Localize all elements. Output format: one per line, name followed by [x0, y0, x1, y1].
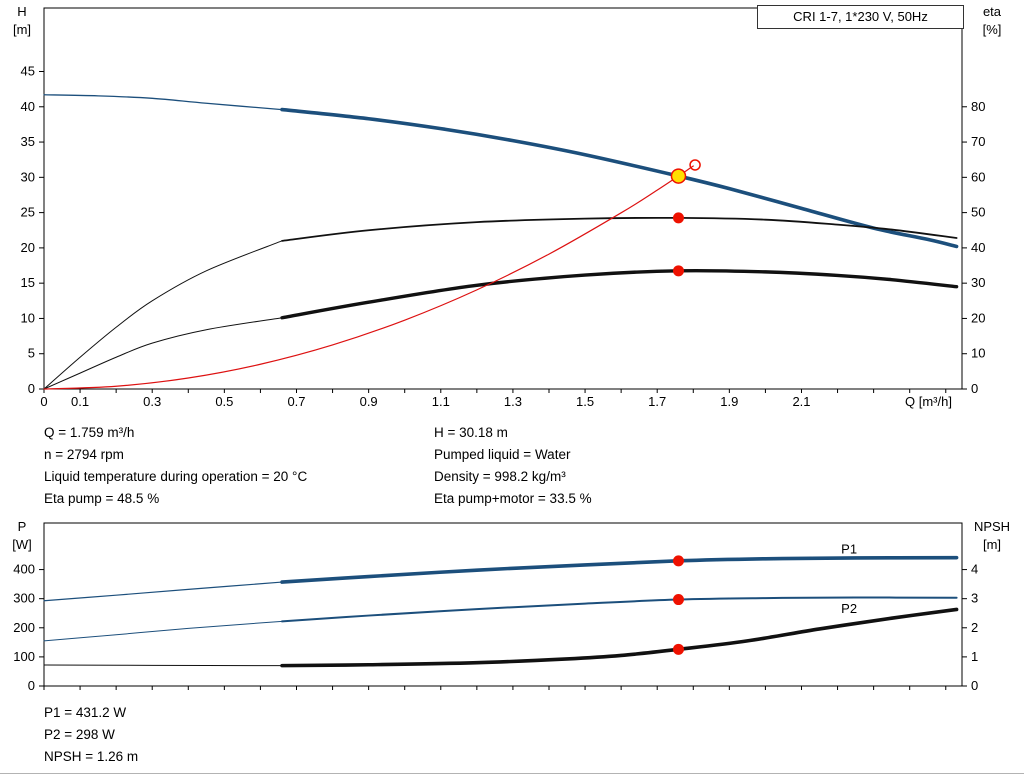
- power-info-line-npsh: NPSH = 1.26 m: [44, 749, 139, 764]
- duty-info-line-liquid: Pumped liquid = Water: [434, 447, 571, 462]
- power-npsh-chart-left-axis-title: [W]: [12, 537, 32, 552]
- power-info-column: P1 = 431.2 W P2 = 298 W NPSH = 1.26 m: [44, 702, 138, 768]
- qh-eta-chart-left-tick-label: 40: [21, 99, 35, 114]
- power-npsh-chart-right-tick-label: 4: [971, 562, 978, 577]
- qh-eta-chart-x-tick-label: 1.5: [576, 394, 594, 409]
- qh-eta-chart-left-tick-label: 20: [21, 240, 35, 255]
- qh-eta-chart-right-tick-label: 0: [971, 381, 978, 396]
- qh-eta-chart-right-tick-label: 80: [971, 99, 985, 114]
- qh-eta-chart-x-axis-title: Q [m³/h]: [905, 394, 952, 409]
- npsh-curve-thin: [43, 664, 283, 667]
- eta-pump-curve-thin: [43, 240, 283, 390]
- power-info-line-p1: P1 = 431.2 W: [44, 705, 127, 720]
- eta-pump-point: [672, 212, 684, 224]
- power-npsh-chart-right-tick-label: 1: [971, 649, 978, 664]
- p1-curve: [280, 555, 959, 584]
- qh-eta-chart-left-tick-label: 30: [21, 169, 35, 184]
- duty-info-line-q: Q = 1.759 m³/h: [44, 425, 135, 440]
- p1-label: P1: [841, 542, 857, 557]
- power-info-line-p2: P2 = 298 W: [44, 727, 115, 742]
- duty-info-line-density: Density = 998.2 kg/m³: [434, 469, 566, 484]
- power-npsh-chart-left-tick-label: 300: [13, 591, 35, 606]
- qh-eta-chart-x-tick-label: 0.5: [215, 394, 233, 409]
- qh-eta-chart-right-axis-title: eta: [983, 4, 1002, 19]
- power-npsh-chart-frame: [43, 522, 963, 687]
- eta-pump-motor-curve-thin: [43, 317, 283, 390]
- bottom-divider-line: [0, 773, 1024, 774]
- duty-info-left-column: Q = 1.759 m³/h n = 2794 rpm Liquid tempe…: [44, 422, 307, 510]
- eta-pump-motor-point: [672, 265, 684, 277]
- qh-eta-chart-x-tick-label: 1.9: [720, 394, 738, 409]
- qh-eta-chart-x-tick-label: 1.1: [432, 394, 450, 409]
- qh-eta-chart-x-tick-label: 1.7: [648, 394, 666, 409]
- system-curve-end-circle: [689, 159, 701, 171]
- duty-info-line-h: H = 30.18 m: [434, 425, 508, 440]
- qh-eta-chart-right-tick-label: 60: [971, 169, 985, 184]
- p2-curve: [281, 596, 958, 623]
- p2-curve-thin: [43, 620, 283, 642]
- p1-point: [672, 555, 684, 567]
- qh-eta-chart-left-tick-label: 45: [21, 64, 35, 79]
- power-npsh-chart-right-axis-title: [m]: [983, 537, 1001, 552]
- p2-label: P2: [841, 601, 857, 616]
- qh-eta-chart-right-tick-label: 30: [971, 275, 985, 290]
- qh-eta-chart-x-tick-label: 0.7: [287, 394, 305, 409]
- system-curve: [43, 165, 694, 390]
- qh-eta-chart-left-tick-label: 15: [21, 275, 35, 290]
- npsh-curve: [280, 607, 959, 668]
- qh-eta-chart-right-tick-label: 20: [971, 310, 985, 325]
- duty-info-line-eta-total: Eta pump+motor = 33.5 %: [434, 491, 592, 506]
- qh-eta-chart-x-tick-label: 0.1: [71, 394, 89, 409]
- qh-curve-thin: [43, 94, 283, 111]
- power-npsh-chart-left-tick-label: 200: [13, 620, 35, 635]
- pump-model-box: CRI 1-7, 1*230 V, 50Hz: [757, 5, 964, 29]
- power-npsh-chart-right-tick-label: 2: [971, 620, 978, 635]
- power-npsh-chart-right-tick-label: 0: [971, 678, 978, 693]
- power-npsh-chart-right-axis-title: NPSH: [974, 519, 1010, 534]
- qh-eta-chart-x-tick-label: 0: [40, 394, 47, 409]
- power-npsh-chart-right-tick-label: 3: [971, 591, 978, 606]
- eta-pump-motor-curve: [280, 268, 959, 320]
- qh-curve: [280, 107, 959, 249]
- qh-eta-chart-left-tick-label: 35: [21, 134, 35, 149]
- qh-eta-chart-left-axis-title: H: [17, 4, 26, 19]
- duty-info-right-column: H = 30.18 m Pumped liquid = Water Densit…: [434, 422, 592, 510]
- qh-eta-chart-right-axis-title: [%]: [983, 22, 1002, 37]
- duty-point: [670, 168, 687, 184]
- qh-eta-chart-x-tick-label: 2.1: [792, 394, 810, 409]
- power-npsh-chart-left-tick-label: 100: [13, 649, 35, 664]
- npsh-point: [672, 643, 684, 655]
- power-npsh-chart-left-tick-label: 0: [28, 678, 35, 693]
- duty-info-line-eta-pump: Eta pump = 48.5 %: [44, 491, 160, 506]
- qh-eta-chart-right-tick-label: 50: [971, 205, 985, 220]
- qh-eta-chart-left-axis-title: [m]: [13, 22, 31, 37]
- qh-eta-chart-frame: [43, 7, 963, 390]
- qh-eta-chart-x-tick-label: 0.9: [360, 394, 378, 409]
- qh-eta-chart-x-tick-label: 0.3: [143, 394, 161, 409]
- qh-eta-chart-left-tick-label: 10: [21, 310, 35, 325]
- qh-eta-chart-right-tick-label: 10: [971, 346, 985, 361]
- qh-eta-chart-left-tick-label: 5: [28, 346, 35, 361]
- duty-info-line-temp: Liquid temperature during operation = 20…: [44, 469, 308, 484]
- qh-eta-chart-x-tick-label: 1.3: [504, 394, 522, 409]
- qh-eta-chart-left-tick-label: 0: [28, 381, 35, 396]
- qh-eta-chart-right-tick-label: 70: [971, 134, 985, 149]
- qh-eta-chart-left-tick-label: 25: [21, 205, 35, 220]
- power-npsh-chart-left-tick-label: 400: [13, 562, 35, 577]
- p1-curve-thin: [43, 581, 283, 602]
- duty-info-line-n: n = 2794 rpm: [44, 447, 124, 462]
- power-npsh-chart-left-axis-title: P: [18, 519, 27, 534]
- eta-pump-curve: [281, 216, 958, 242]
- p2-point: [672, 594, 684, 606]
- qh-eta-chart-right-tick-label: 40: [971, 240, 985, 255]
